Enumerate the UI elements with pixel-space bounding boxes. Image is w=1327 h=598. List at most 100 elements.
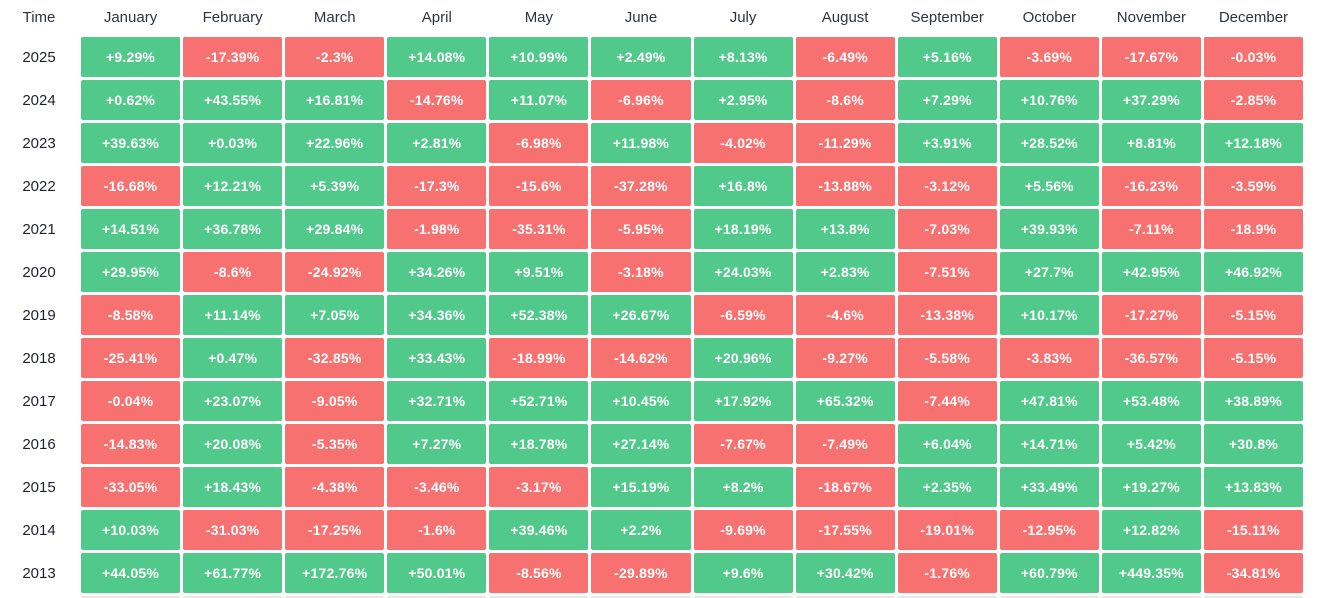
heatmap-cell: +12.21% (183, 166, 283, 206)
heatmap-cell: +7.29% (897, 80, 997, 120)
row-header-year: 2025 (22, 48, 56, 66)
heatmap-cell: +39.46% (489, 510, 589, 550)
heatmap-cell: -3.69% (999, 37, 1099, 77)
heatmap-cell: +60.79% (999, 553, 1099, 593)
column-header-may: May (524, 8, 554, 26)
heatmap-cell: +26.67% (591, 295, 691, 335)
column-header-august: August (821, 8, 869, 26)
heatmap-cell: +18.78% (489, 424, 589, 464)
heatmap-cell: +14.71% (999, 424, 1099, 464)
row-header-year: 2016 (22, 435, 56, 453)
heatmap-cell: -5.58% (897, 338, 997, 378)
heatmap-cell: +23.07% (183, 381, 283, 421)
heatmap-cell: +2.49% (591, 37, 691, 77)
heatmap-cell: -4.02% (693, 123, 793, 163)
heatmap-cell: +52.71% (489, 381, 589, 421)
heatmap-cell: +8.81% (1101, 123, 1201, 163)
heatmap-cell: -17.67% (1101, 37, 1201, 77)
table-row-2023: 2023 +39.63% +0.03% +22.96% +2.81% -6.98% +11.… (0, 123, 1303, 163)
heatmap-cell: +7.27% (387, 424, 487, 464)
heatmap-cell: +10.17% (999, 295, 1099, 335)
heatmap-cell: +53.48% (1101, 381, 1201, 421)
heatmap-cell-partial (897, 596, 997, 598)
heatmap-cell: +36.78% (183, 209, 283, 249)
time-column-header: Time (22, 8, 56, 26)
row-header-year: 2015 (22, 478, 56, 496)
heatmap-cell: +17.92% (693, 381, 793, 421)
heatmap-cell: +61.77% (183, 553, 283, 593)
heatmap-cell: -7.44% (897, 381, 997, 421)
heatmap-cell: +13.83% (1203, 467, 1303, 507)
heatmap-cell: -37.28% (591, 166, 691, 206)
column-header-october: October (1022, 8, 1076, 26)
heatmap-cell: +15.19% (591, 467, 691, 507)
table-row-2024: 2024 +0.62% +43.55% +16.81% -14.76% +11.07% -6… (0, 80, 1303, 120)
heatmap-cell: -1.6% (387, 510, 487, 550)
heatmap-cell: -19.01% (897, 510, 997, 550)
heatmap-cell-partial (387, 596, 487, 598)
heatmap-cell-partial (489, 596, 589, 598)
heatmap-cell: +11.98% (591, 123, 691, 163)
column-header-september: September (910, 8, 984, 26)
table-row-2017: 2017 -0.04% +23.07% -9.05% +32.71% +52.71% +10… (0, 381, 1303, 421)
heatmap-cell: +12.18% (1203, 123, 1303, 163)
heatmap-cell: +14.51% (81, 209, 181, 249)
row-header-year: 2023 (22, 134, 56, 152)
heatmap-cell: +28.52% (999, 123, 1099, 163)
table-row-2013: 2013 +44.05% +61.77% +172.76% +50.01% -8.56% -… (0, 553, 1303, 593)
row-header-year: 2013 (22, 564, 56, 582)
heatmap-cell: -2.85% (1203, 80, 1303, 120)
heatmap-cell: +11.07% (489, 80, 589, 120)
heatmap-cell: -15.11% (1203, 510, 1303, 550)
heatmap-cell: -15.6% (489, 166, 589, 206)
table-row-2016: 2016 -14.83% +20.08% -5.35% +7.27% +18.78% +27… (0, 424, 1303, 464)
table-row-2021: 2021 +14.51% +36.78% +29.84% -1.98% -35.31% -5… (0, 209, 1303, 249)
heatmap-cell: -33.05% (81, 467, 181, 507)
heatmap-cell: +20.08% (183, 424, 283, 464)
heatmap-cell: +8.2% (693, 467, 793, 507)
heatmap-cell: +2.81% (387, 123, 487, 163)
heatmap-cell: +5.16% (897, 37, 997, 77)
heatmap-cell: -18.67% (795, 467, 895, 507)
heatmap-cell: +22.96% (285, 123, 385, 163)
heatmap-cell: +65.32% (795, 381, 895, 421)
heatmap-cell: +37.29% (1101, 80, 1201, 120)
heatmap-cell: -8.56% (489, 553, 589, 593)
heatmap-cell: +449.35% (1101, 553, 1201, 593)
heatmap-cell: +16.8% (693, 166, 793, 206)
column-header-march: March (313, 8, 356, 26)
heatmap-cell: +33.43% (387, 338, 487, 378)
heatmap-cell: +0.03% (183, 123, 283, 163)
heatmap-cell: -35.31% (489, 209, 589, 249)
heatmap-cell: -0.03% (1203, 37, 1303, 77)
heatmap-cell: -24.92% (285, 252, 385, 292)
column-header-december: December (1218, 8, 1289, 26)
heatmap-cell: -5.35% (285, 424, 385, 464)
heatmap-cell: +2.2% (591, 510, 691, 550)
heatmap-cell-partial (591, 596, 691, 598)
heatmap-cell: -7.67% (693, 424, 793, 464)
column-header-february: February (202, 8, 263, 26)
row-header-year: 2014 (22, 521, 56, 539)
table-row-2022: 2022 -16.68% +12.21% +5.39% -17.3% -15.6% -37.… (0, 166, 1303, 206)
heatmap-cell: -17.39% (183, 37, 283, 77)
heatmap-cell: -7.49% (795, 424, 895, 464)
heatmap-cell: +30.42% (795, 553, 895, 593)
heatmap-cell: +6.04% (897, 424, 997, 464)
heatmap-cell: -14.83% (81, 424, 181, 464)
heatmap-cell: +3.91% (897, 123, 997, 163)
heatmap-cell: -12.95% (999, 510, 1099, 550)
heatmap-cell: +47.81% (999, 381, 1099, 421)
heatmap-cell: +0.62% (81, 80, 181, 120)
row-header-year: 2024 (22, 91, 56, 109)
column-header-april: April (421, 8, 452, 26)
heatmap-cell-partial (999, 596, 1099, 598)
heatmap-cell: +52.38% (489, 295, 589, 335)
heatmap-cell: +5.56% (999, 166, 1099, 206)
heatmap-cell: -1.76% (897, 553, 997, 593)
heatmap-cell-partial (285, 596, 385, 598)
heatmap-cell: -5.15% (1203, 338, 1303, 378)
heatmap-cell: -6.96% (591, 80, 691, 120)
heatmap-cell: +16.81% (285, 80, 385, 120)
